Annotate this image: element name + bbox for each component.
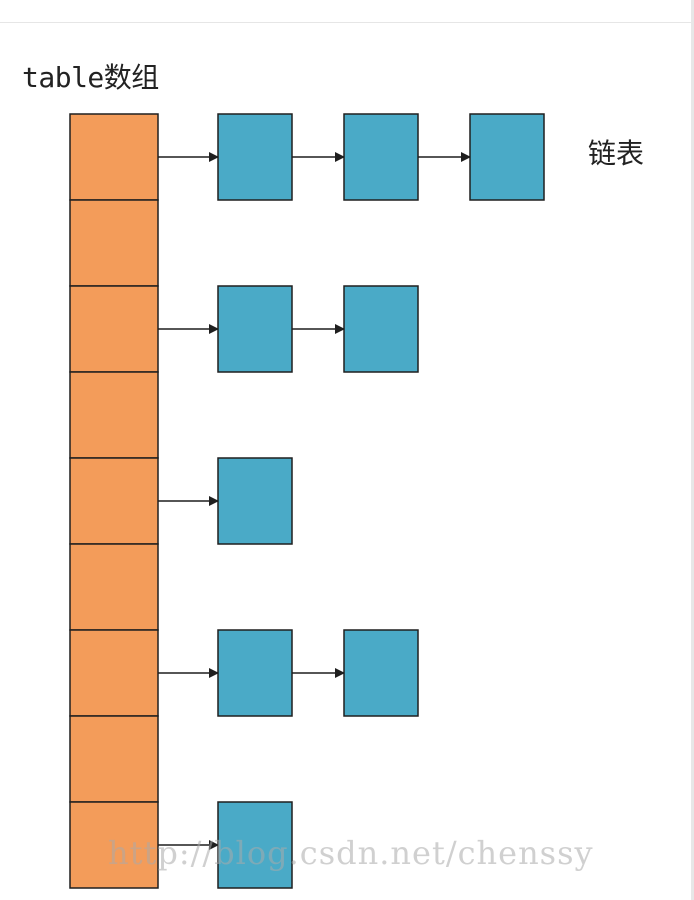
chain-3-node-0 (218, 630, 292, 716)
chain-0-node-1 (344, 114, 418, 200)
chain-0-node-0 (218, 114, 292, 200)
table-slot-1 (70, 200, 158, 286)
table-slot-2 (70, 286, 158, 372)
table-slot-6 (70, 630, 158, 716)
table-slot-7 (70, 716, 158, 802)
chain-1-node-1 (344, 286, 418, 372)
watermark-text: http://blog.csdn.net/chenssy (108, 834, 594, 872)
linked-lists (158, 114, 544, 888)
table-slot-3 (70, 372, 158, 458)
table-slot-4 (70, 458, 158, 544)
chain-2-node-0 (218, 458, 292, 544)
chain-0-node-2 (470, 114, 544, 200)
chain-3-node-1 (344, 630, 418, 716)
table-slot-5 (70, 544, 158, 630)
table-array (70, 114, 158, 888)
chain-1-node-0 (218, 286, 292, 372)
table-slot-0 (70, 114, 158, 200)
